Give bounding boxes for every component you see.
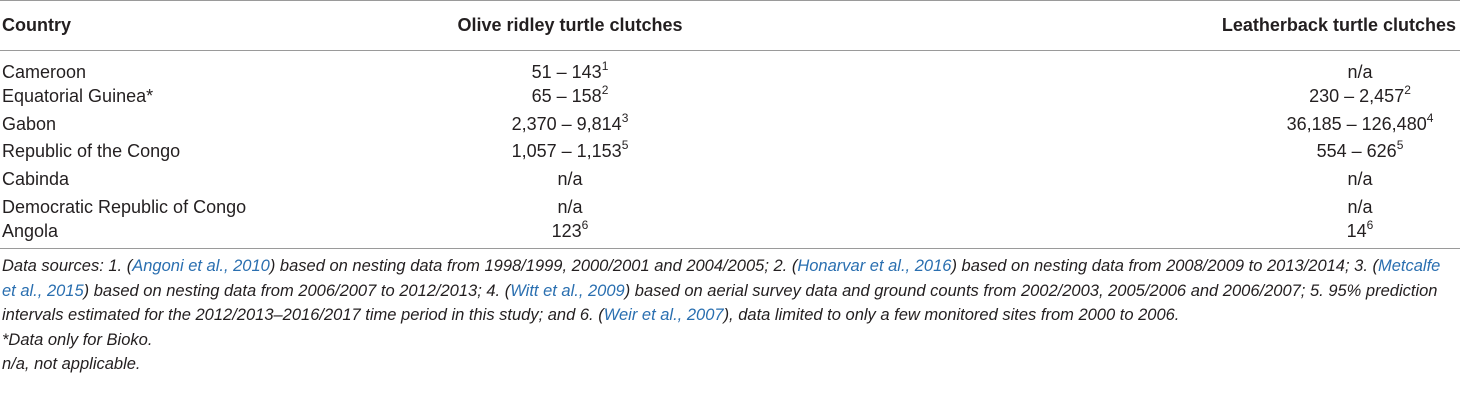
country-cell: Cabinda xyxy=(2,169,70,190)
olive-cell: 1,057 – 1,1535 xyxy=(511,138,629,162)
header-olive-ridley: Olive ridley turtle clutches xyxy=(410,0,730,51)
country-cell: Republic of the Congo xyxy=(2,141,181,162)
country-cell: Cameroon xyxy=(2,62,87,82)
bioko-note: *Data only for Bioko. xyxy=(2,330,153,349)
not-applicable-note: n/a, not applicable. xyxy=(2,355,141,374)
citation-link-weir[interactable]: Weir et al., 2007 xyxy=(603,306,724,325)
table-row: Democratic Republic of Congo n/a n/a xyxy=(0,193,1460,221)
turtle-clutches-table: Country Olive ridley turtle clutches Lea… xyxy=(0,0,1460,250)
table-body: Cameroon 51 – 1431 n/a Equatorial Guinea… xyxy=(0,51,1460,250)
citation-link-metcalfe[interactable]: Metcalfe et al., 2015 xyxy=(2,257,1441,300)
country-cell: Democratic Republic of Congo xyxy=(2,196,247,217)
table-row: Gabon 2,370 – 9,8143 36,185 – 126,4804 xyxy=(0,111,1460,139)
table-footnotes: Data sources: 1. (Angoni et al., 2010) b… xyxy=(0,249,1460,377)
citation-link-angoni[interactable]: Angoni et al., 2010 xyxy=(132,257,270,276)
citation-link-witt[interactable]: Witt et al., 2009 xyxy=(510,281,625,300)
citation-link-honarvar[interactable]: Honarvar et al., 2016 xyxy=(797,257,952,276)
country-cell: Equatorial Guinea* xyxy=(2,86,154,107)
table-row: Angola 1236 146 xyxy=(0,219,1460,250)
table-row: Cabinda n/a n/a xyxy=(0,166,1460,194)
table-row: Equatorial Guinea* 65 – 1582 230 – 2,457… xyxy=(0,83,1460,111)
olive-cell: 65 – 1582 xyxy=(531,83,609,107)
header-country: Country xyxy=(0,0,410,51)
olive-cell: 2,370 – 9,8143 xyxy=(511,110,629,134)
leather-cell: 146 xyxy=(730,219,1460,250)
leather-cell: 554 – 6265 xyxy=(1316,138,1404,162)
country-cell: Gabon xyxy=(2,113,57,134)
leather-cell: n/a xyxy=(1347,169,1373,190)
leather-cell: 230 – 2,4572 xyxy=(1309,83,1411,107)
header-row: Country Olive ridley turtle clutches Lea… xyxy=(0,0,1460,51)
olive-cell: n/a xyxy=(557,196,583,217)
table-row: Republic of the Congo 1,057 – 1,1535 554… xyxy=(0,138,1460,166)
data-sources-note: Data sources: 1. (Angoni et al., 2010) b… xyxy=(2,257,1441,325)
olive-cell: n/a xyxy=(557,169,583,190)
table-row: Cameroon 51 – 1431 n/a xyxy=(0,51,1460,84)
olive-cell: 51 – 1431 xyxy=(531,59,609,82)
leather-cell: n/a xyxy=(1347,62,1373,82)
country-cell: Angola xyxy=(0,220,410,250)
leather-cell: 36,185 – 126,4804 xyxy=(1286,110,1434,134)
olive-cell: 1236 xyxy=(410,219,730,250)
leather-cell: n/a xyxy=(1347,196,1373,217)
header-leatherback: Leatherback turtle clutches xyxy=(730,0,1460,51)
